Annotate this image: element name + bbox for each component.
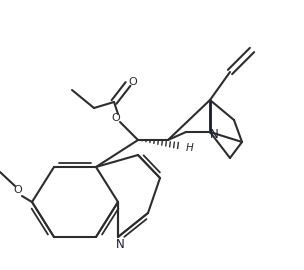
Text: N: N [210,127,218,140]
Text: O: O [112,113,120,123]
Text: O: O [14,185,22,195]
Text: O: O [129,77,137,87]
Text: H: H [186,143,194,153]
Text: N: N [116,238,124,251]
